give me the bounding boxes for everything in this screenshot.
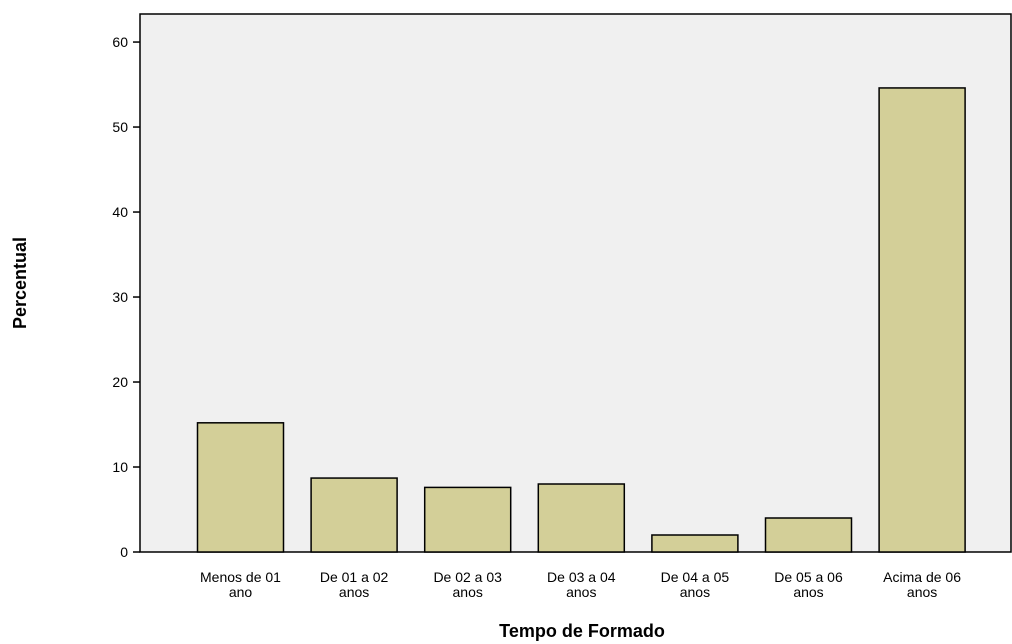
x-tick-label: De 05 a 06 anos: [774, 569, 843, 600]
y-tick-label: 10: [112, 459, 128, 475]
plot-area: [139, 13, 1012, 553]
y-tick-label: 60: [112, 34, 128, 50]
x-tick-label-line: Menos de 01: [200, 569, 281, 585]
x-tick-label-line: anos: [339, 584, 369, 600]
y-tick-label: 50: [112, 119, 128, 135]
x-tick-label-line: De 01 a 02: [320, 569, 389, 585]
x-tick-label-line: ano: [229, 584, 253, 600]
x-tick-label-line: De 05 a 06: [774, 569, 843, 585]
x-tick-label: De 02 a 03 anos: [433, 569, 502, 600]
bar: [423, 486, 512, 553]
bar: [651, 534, 739, 553]
x-tick-label-line: anos: [907, 584, 937, 600]
x-tick-label-line: De 03 a 04: [547, 569, 616, 585]
x-tick-label: De 01 a 02 anos: [320, 569, 389, 600]
bar: [537, 483, 626, 553]
x-tick-label-line: anos: [793, 584, 823, 600]
y-tick-label: 30: [112, 289, 128, 305]
y-tick-label: 0: [120, 544, 128, 560]
y-tick-label: 40: [112, 204, 128, 220]
y-axis-label: Percentual: [10, 237, 30, 329]
x-tick-label-line: Acima de 06: [883, 569, 961, 585]
x-axis-label: Tempo de Formado: [499, 621, 665, 641]
x-tick-label: De 03 a 04 anos: [547, 569, 616, 600]
x-tick-label-line: anos: [453, 584, 483, 600]
bar: [764, 517, 853, 553]
bar: [878, 87, 966, 553]
x-tick-label: Menos de 01 ano: [200, 569, 281, 600]
bar: [196, 422, 285, 553]
x-tick-label: Acima de 06 anos: [883, 569, 961, 600]
bar: [310, 477, 398, 553]
x-tick-label: De 04 a 05 anos: [661, 569, 730, 600]
x-tick-label-line: De 04 a 05: [661, 569, 730, 585]
x-tick-label-line: anos: [680, 584, 710, 600]
x-tick-label-line: anos: [566, 584, 596, 600]
y-tick-label: 20: [112, 374, 128, 390]
x-tick-label-line: De 02 a 03: [433, 569, 502, 585]
